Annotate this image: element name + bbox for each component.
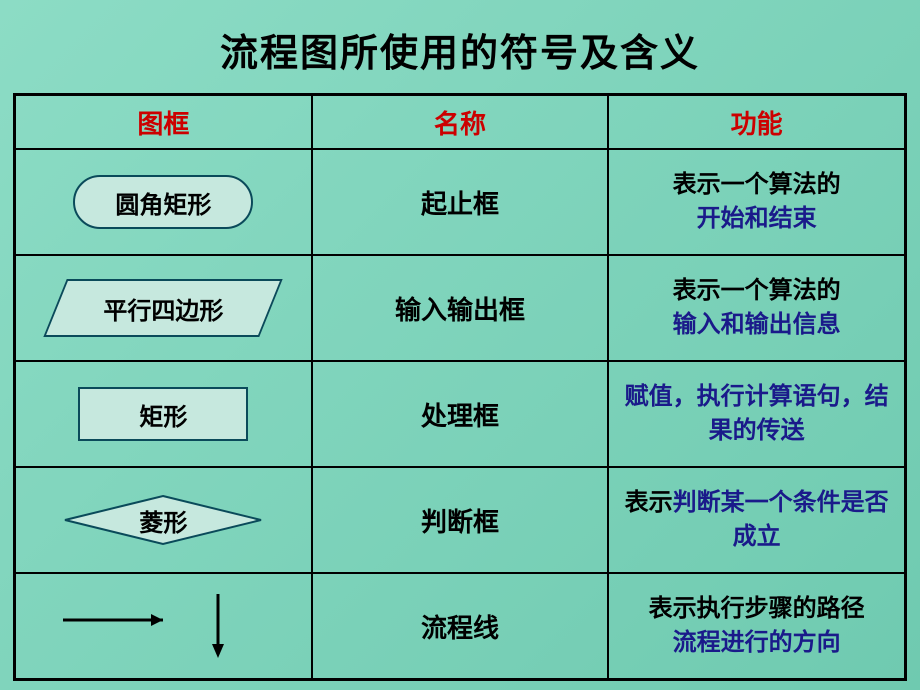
header-shape: 图框 (15, 95, 312, 149)
func-pre: 表示一个算法的 (673, 277, 841, 304)
header-row: 图框 名称 功能 (15, 95, 905, 149)
name-cell: 判断框 (312, 467, 609, 573)
func-emphasis: 赋值，执行计算语句，结果的传送 (625, 383, 889, 444)
func-pre: 表示执行步骤的路径 (649, 595, 865, 622)
shape-cell: 圆角矩形 (15, 149, 312, 255)
func-emphasis: 判断某一个条件是否成立 (673, 489, 889, 550)
arrow-icon (43, 586, 283, 666)
name-cell: 处理框 (312, 361, 609, 467)
func-cell: 表示一个算法的 输入和输出信息 (608, 255, 905, 361)
func-cell: 表示一个算法的 开始和结束 (608, 149, 905, 255)
table-row: 平行四边形 输入输出框 表示一个算法的 输入和输出信息 (15, 255, 905, 361)
func-emphasis: 开始和结束 (697, 205, 817, 232)
shape-label: 矩形 (139, 397, 187, 432)
table-row: 圆角矩形 起止框 表示一个算法的 开始和结束 (15, 149, 905, 255)
func-cell: 表示判断某一个条件是否成立 (608, 467, 905, 573)
shape-cell: 平行四边形 (15, 255, 312, 361)
name-cell: 流程线 (312, 573, 609, 679)
table-row: 矩形 处理框 赋值，执行计算语句，结果的传送 (15, 361, 905, 467)
name-cell: 起止框 (312, 149, 609, 255)
shape-label: 平行四边形 (103, 291, 223, 326)
func-emphasis: 输入和输出信息 (673, 311, 841, 338)
header-func: 功能 (608, 95, 905, 149)
name-cell: 输入输出框 (312, 255, 609, 361)
header-name: 名称 (312, 95, 609, 149)
page-title: 流程图所使用的符号及含义 (0, 0, 920, 93)
shape-cell: 矩形 (15, 361, 312, 467)
func-pre: 表示 (625, 489, 673, 516)
func-emphasis: 流程进行的方向 (673, 629, 841, 656)
func-cell: 表示执行步骤的路径 流程进行的方向 (608, 573, 905, 679)
table-row: 流程线 表示执行步骤的路径 流程进行的方向 (15, 573, 905, 679)
shape-cell: 菱形 (15, 467, 312, 573)
symbol-table: 图框 名称 功能 圆角矩形 起止框 表示一个算法的 开始和结束 平行四边形 输入… (13, 93, 907, 681)
func-cell: 赋值，执行计算语句，结果的传送 (608, 361, 905, 467)
shape-cell (15, 573, 312, 679)
shape-label: 圆角矩形 (115, 185, 211, 220)
shape-label: 菱形 (139, 503, 187, 538)
table-row: 菱形 判断框 表示判断某一个条件是否成立 (15, 467, 905, 573)
func-pre: 表示一个算法的 (673, 171, 841, 198)
